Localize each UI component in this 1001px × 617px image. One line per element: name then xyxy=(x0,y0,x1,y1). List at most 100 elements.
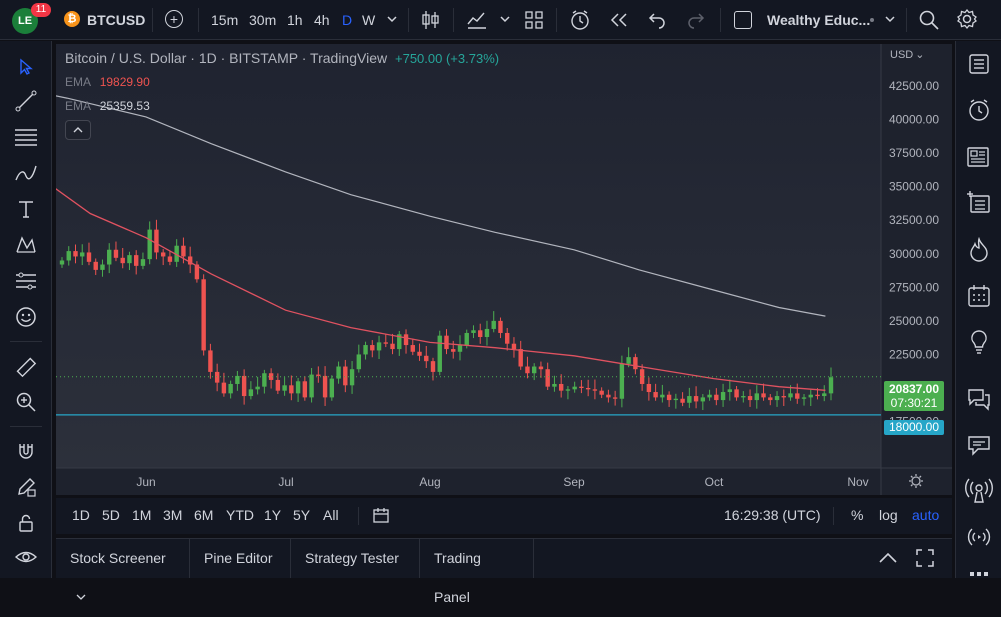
percent-scale-toggle[interactable]: % xyxy=(851,507,864,523)
interval-w[interactable]: W xyxy=(362,12,376,28)
cursor-arrow-icon[interactable] xyxy=(12,53,40,81)
range-ytd[interactable]: YTD xyxy=(226,507,254,523)
fib-retracement-icon[interactable] xyxy=(12,123,40,151)
layout-checkbox-icon[interactable] xyxy=(734,11,752,29)
redo-icon[interactable] xyxy=(686,11,706,34)
tab-trading-panel[interactable]: Trading Panel xyxy=(420,539,534,605)
log-scale-toggle[interactable]: log xyxy=(879,507,898,523)
goto-date-icon[interactable] xyxy=(372,507,390,530)
ruler-icon[interactable] xyxy=(12,353,40,381)
candle-body xyxy=(289,385,294,394)
candle-style-icon[interactable] xyxy=(421,9,441,36)
news-icon[interactable] xyxy=(964,142,994,172)
utc-clock[interactable]: 16:29:38 (UTC) xyxy=(724,507,821,523)
ideas-lightbulb-icon[interactable] xyxy=(964,327,994,357)
range-3m[interactable]: 3M xyxy=(163,507,183,523)
replay-rewind-icon[interactable] xyxy=(609,11,629,34)
bar-countdown: 07:30:21 xyxy=(890,396,938,410)
settings-gear-icon[interactable] xyxy=(956,8,978,35)
compare-add-symbol-button[interactable]: + xyxy=(165,10,183,28)
magnet-icon[interactable] xyxy=(12,437,40,465)
layouts-grid-icon[interactable] xyxy=(524,10,544,35)
candle-body xyxy=(228,383,233,394)
help-grid-icon[interactable] xyxy=(970,567,988,585)
calendar-icon[interactable] xyxy=(964,281,994,311)
candle-body xyxy=(457,345,463,352)
chats-icon[interactable] xyxy=(964,384,994,414)
candle-body xyxy=(505,332,510,344)
chart-pane[interactable]: 42500.00 40000.00 37500.00 35000.00 32500.00… xyxy=(56,44,952,495)
add-list-icon[interactable] xyxy=(964,188,994,218)
candle-body xyxy=(558,383,564,391)
search-icon[interactable] xyxy=(918,9,940,36)
range-1d[interactable]: 1D xyxy=(72,507,90,523)
lock-drawing-pencil-icon[interactable] xyxy=(12,473,40,501)
tab-strategy-tester[interactable]: Strategy Tester xyxy=(291,539,420,578)
streams-broadcast-icon[interactable] xyxy=(964,476,994,506)
candle-body xyxy=(666,394,672,401)
range-1m[interactable]: 1M xyxy=(132,507,152,523)
trend-line-icon[interactable] xyxy=(12,87,40,115)
indicators-chevron-icon[interactable] xyxy=(499,12,511,30)
candle-body xyxy=(633,357,638,370)
price-tick-label: 22500.00 xyxy=(889,347,939,361)
range-5y[interactable]: 5Y xyxy=(293,507,311,523)
candle-body xyxy=(801,397,807,399)
candle-body xyxy=(714,394,719,401)
candle-body xyxy=(201,279,206,351)
plus-icon: + xyxy=(169,11,179,27)
range-6m[interactable]: 6M xyxy=(194,507,214,523)
tab-pine-editor[interactable]: Pine Editor xyxy=(190,539,291,578)
time-axis-settings-icon[interactable] xyxy=(909,474,923,488)
interval-30m[interactable]: 30m xyxy=(249,12,277,28)
interval-15m[interactable]: 15m xyxy=(211,12,239,28)
hotlists-flame-icon[interactable] xyxy=(964,235,994,265)
currency-selector[interactable]: USD ⌄ xyxy=(890,48,924,61)
interval-1h[interactable]: 1h xyxy=(287,12,303,28)
candle-body xyxy=(768,397,773,401)
eye-visibility-icon[interactable] xyxy=(12,543,40,571)
emoji-smiley-icon[interactable] xyxy=(12,303,40,331)
price-tick-label: 35000.00 xyxy=(889,180,939,194)
lock-icon[interactable] xyxy=(12,509,40,537)
collapse-legend-button[interactable] xyxy=(65,120,91,140)
watchlist-icon[interactable] xyxy=(964,49,994,79)
range-5d[interactable]: 5D xyxy=(102,507,120,523)
price-chart[interactable]: 42500.00 40000.00 37500.00 35000.00 32500.00… xyxy=(56,44,952,495)
maximize-panel-icon[interactable] xyxy=(916,549,934,572)
pattern-tool-icon[interactable] xyxy=(12,231,40,259)
prediction-measure-icon[interactable] xyxy=(12,267,40,295)
auto-scale-toggle[interactable]: auto xyxy=(912,507,940,523)
range-all[interactable]: All xyxy=(323,507,339,523)
interval-dropdown-chevron-icon[interactable] xyxy=(386,12,398,30)
candle-body xyxy=(295,381,301,394)
expand-panel-chevron-up-icon[interactable] xyxy=(878,551,898,570)
ema-slow-legend[interactable]: EMA 25359.53 xyxy=(65,99,150,113)
text-tool-icon[interactable] xyxy=(12,195,40,223)
ema-fast-line[interactable] xyxy=(56,146,826,391)
interval-d[interactable]: D xyxy=(342,12,353,28)
minds-chat-icon[interactable] xyxy=(964,430,994,460)
candle-body xyxy=(262,373,267,387)
tab-stock-screener[interactable]: Stock Screener xyxy=(56,539,190,600)
candle-body xyxy=(599,390,604,395)
price-tick-label: 40000.00 xyxy=(889,113,939,127)
undo-icon[interactable] xyxy=(647,11,667,34)
zoom-in-icon[interactable] xyxy=(12,388,40,416)
brush-icon[interactable] xyxy=(12,159,40,187)
layout-saved-dot-icon xyxy=(870,18,874,22)
chevron-up-icon xyxy=(73,127,83,133)
alert-clock-icon[interactable] xyxy=(569,9,591,36)
range-1y[interactable]: 1Y xyxy=(264,507,282,523)
candle-body xyxy=(424,355,429,362)
signal-waves-icon[interactable] xyxy=(964,522,994,552)
alerts-clock-icon[interactable] xyxy=(964,95,994,125)
symbol-search-button[interactable]: BTCUSD xyxy=(87,12,146,28)
layout-name-button[interactable]: Wealthy Educ... xyxy=(767,12,871,28)
indicators-icon[interactable] xyxy=(466,9,488,36)
ema-fast-legend[interactable]: EMA 19829.90 xyxy=(65,75,150,89)
candle-body xyxy=(107,249,112,265)
layout-chevron-icon[interactable] xyxy=(884,12,896,30)
interval-4h[interactable]: 4h xyxy=(314,12,330,28)
ema-slow-line[interactable] xyxy=(56,85,826,317)
